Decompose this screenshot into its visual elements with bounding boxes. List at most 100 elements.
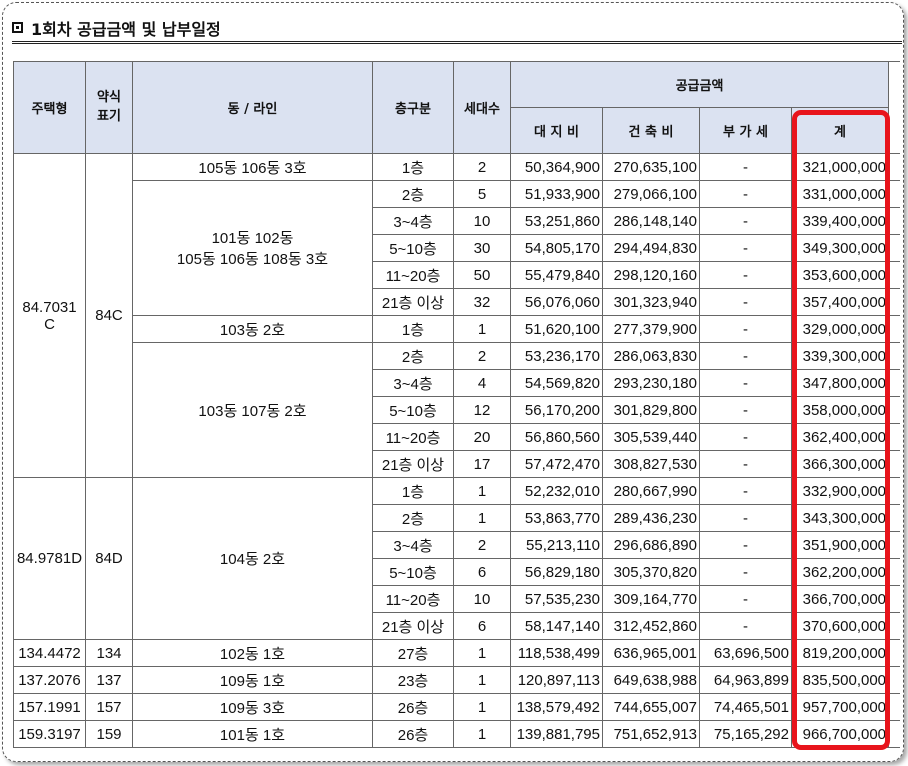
cell-vat: - — [699, 207, 792, 235]
cell-floor: 1층 — [372, 477, 454, 505]
cell-land: 57,472,470 — [510, 450, 603, 478]
cell-floor: 11~20층 — [372, 423, 454, 451]
cell-edge — [888, 477, 900, 505]
header-dong: 동 / 라인 — [132, 61, 373, 154]
cell-edge — [888, 396, 900, 424]
cell-total: 370,600,000 — [790, 612, 890, 640]
cell-housing-type: 137.2076 — [13, 666, 86, 694]
table-row: 11~20층 20 56,860,560 305,539,440-362,400,00… — [14, 423, 900, 451]
cell-land: 118,538,499 — [510, 639, 603, 667]
cell-edge — [888, 558, 900, 586]
cell-edge — [888, 585, 900, 613]
cell-floor: 3~4층 — [372, 369, 454, 397]
cell-land: 56,076,060 — [510, 288, 603, 316]
cell-edge — [888, 639, 900, 667]
cell-units: 6 — [453, 558, 511, 586]
cell-units: 2 — [453, 531, 511, 559]
cell-housing-type: 84.7031 C — [13, 153, 86, 478]
cell-edge — [888, 720, 900, 748]
cell-units: 1 — [453, 666, 511, 694]
cell-land: 57,535,230 — [510, 585, 603, 613]
cell-vat: - — [699, 153, 792, 181]
cell-land: 55,479,840 — [510, 261, 603, 289]
cell-land: 56,170,200 — [510, 396, 603, 424]
cell-floor: 2층 — [372, 504, 454, 532]
cell-floor: 2층 — [372, 342, 454, 370]
cell-vat: - — [699, 315, 792, 343]
cell-edge — [888, 153, 900, 181]
cell-land: 55,213,110 — [510, 531, 603, 559]
cell-land: 51,620,100 — [510, 315, 603, 343]
cell-units: 10 — [453, 207, 511, 235]
header-build: 건 축 비 — [602, 107, 700, 154]
header-supply: 공급금액 — [509, 61, 890, 108]
cell-vat: - — [699, 234, 792, 262]
cell-floor: 1층 — [372, 153, 454, 181]
cell-build: 305,539,440 — [602, 423, 700, 451]
cell-edge — [888, 423, 900, 451]
cell-units: 2 — [453, 342, 511, 370]
cell-total: 343,300,000 — [790, 504, 890, 532]
cell-abbr: 84D — [85, 477, 133, 640]
table-row: 3~4층 10 53,251,860 286,148,140-339,400,000 — [14, 207, 900, 235]
cell-floor: 3~4층 — [372, 207, 454, 235]
table-row: 84.7031 C 84C 105동 106동 3호 1층 2 50,364,900 270… — [13, 153, 900, 478]
cell-build: 649,638,988 — [602, 666, 700, 694]
cell-vat: 63,696,500 — [699, 639, 792, 667]
cell-vat: - — [699, 612, 792, 640]
cell-total: 349,300,000 — [790, 234, 890, 262]
cell-build: 301,829,800 — [602, 396, 700, 424]
cell-floor: 5~10층 — [372, 234, 454, 262]
cell-dong-line: 105동 106동 3호 — [132, 153, 373, 181]
cell-units: 6 — [453, 612, 511, 640]
cell-vat: - — [699, 504, 792, 532]
cell-build: 298,120,160 — [602, 261, 700, 289]
cell-vat: - — [699, 423, 792, 451]
cell-dong-line: 103동 107동 2호 — [132, 342, 373, 478]
cell-edge — [888, 180, 900, 208]
cell-land: 51,933,900 — [510, 180, 603, 208]
cell-floor: 5~10층 — [372, 396, 454, 424]
cell-vat: 75,165,292 — [699, 720, 792, 748]
cell-land: 50,364,900 — [510, 153, 603, 181]
cell-dong-line: 104동 2호 — [132, 477, 373, 640]
cell-build: 270,635,100 — [602, 153, 700, 181]
cell-build: 309,164,770 — [602, 585, 700, 613]
cell-abbr: 157 — [85, 693, 133, 721]
table-row: 103동 2호 1층 1 51,620,100 277,379,900-329,000,… — [14, 315, 900, 343]
header-units: 세대수 — [453, 61, 511, 154]
section-title: 1회차 공급금액 및 납부일정 — [12, 14, 902, 44]
table-row: 21층 이상 32 56,076,060 301,323,940-357,400,00… — [14, 288, 900, 316]
cell-housing-type: 159.3197 — [13, 720, 86, 748]
cell-vat: - — [699, 585, 792, 613]
table-body: 84.7031 C 84C 105동 106동 3호 1층 2 50,364,900 270… — [13, 153, 900, 748]
table-row: 103동 107동 2호 2층 2 53,236,170 286,063,830-339… — [14, 342, 900, 478]
cell-edge — [888, 666, 900, 694]
cell-total: 331,000,000 — [790, 180, 890, 208]
cell-build: 305,370,820 — [602, 558, 700, 586]
cell-edge — [888, 531, 900, 559]
cell-total: 321,000,000 — [790, 153, 890, 181]
cell-build: 277,379,900 — [602, 315, 700, 343]
cell-land: 53,236,170 — [510, 342, 603, 370]
cell-build: 293,230,180 — [602, 369, 700, 397]
cell-units: 1 — [453, 315, 511, 343]
supply-price-table: 주택형 약식 표기 동 / 라인 층구분 세대수 공급금액 대 지 비 건 축 … — [13, 61, 900, 748]
cell-land: 54,805,170 — [510, 234, 603, 262]
cell-units: 1 — [453, 693, 511, 721]
total-column-highlight — [792, 110, 890, 750]
cell-vat: - — [699, 180, 792, 208]
cell-vat: - — [699, 342, 792, 370]
cell-total: 366,700,000 — [790, 585, 890, 613]
cell-vat: 64,963,899 — [699, 666, 792, 694]
cell-build: 279,066,100 — [602, 180, 700, 208]
cell-dong-line: 102동 1호 — [132, 639, 373, 667]
cell-edge — [888, 207, 900, 235]
cell-edge — [888, 504, 900, 532]
table-row: 11~20층 50 55,479,840 298,120,160-353,600,00… — [14, 261, 900, 289]
cell-vat: - — [699, 396, 792, 424]
cell-floor: 23층 — [372, 666, 454, 694]
cell-build: 286,148,140 — [602, 207, 700, 235]
cell-floor: 27층 — [372, 639, 454, 667]
